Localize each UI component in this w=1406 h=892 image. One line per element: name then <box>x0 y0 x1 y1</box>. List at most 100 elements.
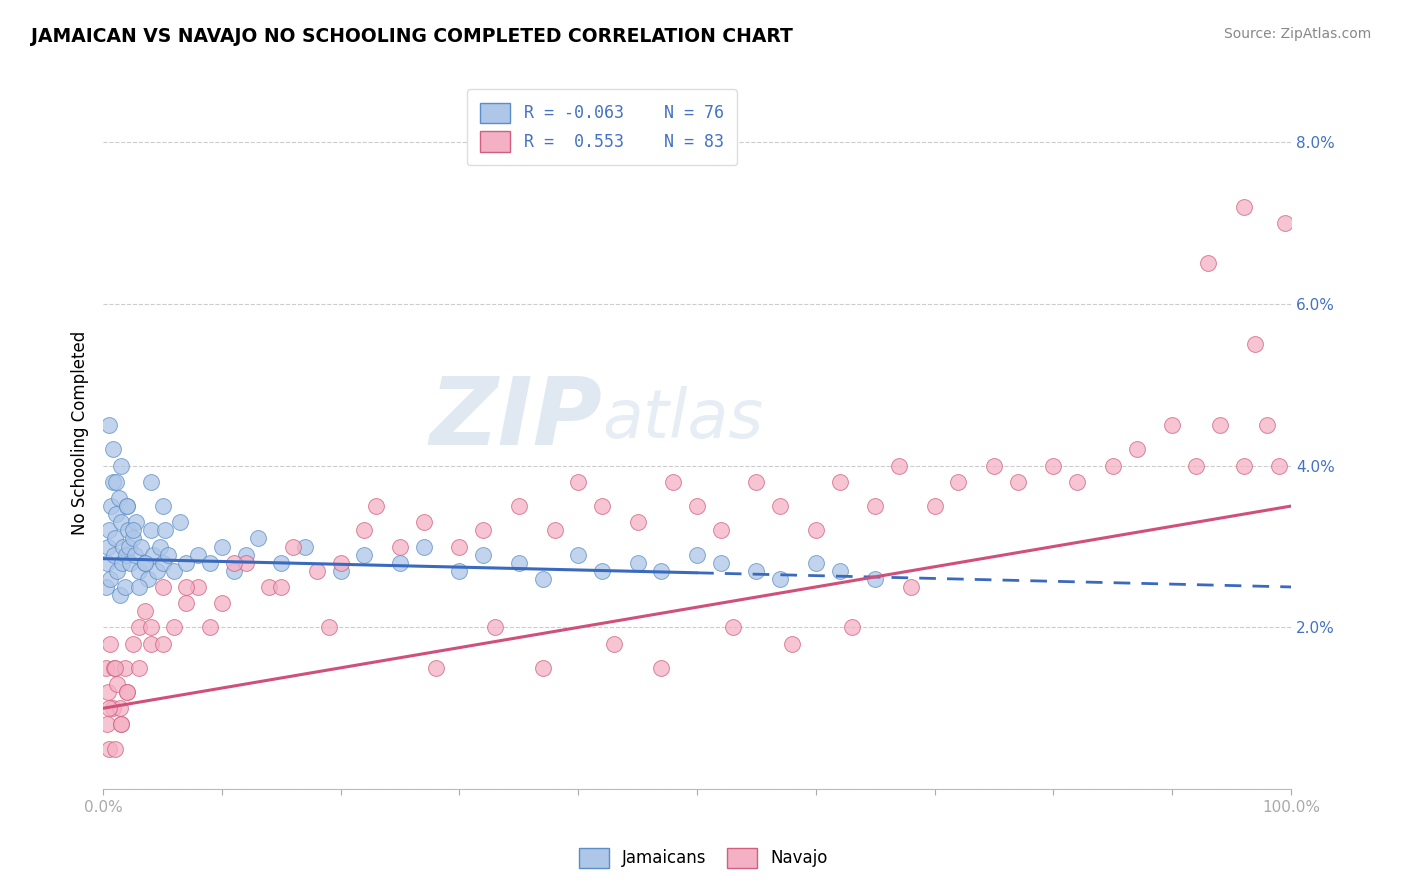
Point <box>128 580 150 594</box>
Point <box>108 588 131 602</box>
Point <box>804 524 827 538</box>
Point <box>110 458 132 473</box>
Point <box>100 499 122 513</box>
Point <box>118 540 141 554</box>
Point <box>329 556 352 570</box>
Point <box>1274 216 1296 230</box>
Point <box>105 677 128 691</box>
Point <box>98 636 121 650</box>
Point <box>128 620 150 634</box>
Point <box>114 548 136 562</box>
Point <box>152 636 174 650</box>
Point <box>111 556 134 570</box>
Point <box>389 556 412 570</box>
Point <box>153 524 176 538</box>
Point <box>294 540 316 554</box>
Point <box>103 548 125 562</box>
Point <box>97 685 120 699</box>
Point <box>107 491 129 505</box>
Point <box>1101 458 1123 473</box>
Point <box>329 564 352 578</box>
Point <box>174 596 197 610</box>
Point <box>567 548 589 562</box>
Point <box>104 661 127 675</box>
Point <box>198 556 221 570</box>
Point <box>472 524 495 538</box>
Point <box>174 580 197 594</box>
Point <box>128 661 150 675</box>
Point <box>108 701 131 715</box>
Point <box>139 524 162 538</box>
Point <box>1197 256 1219 270</box>
Legend: Jamaicans, Navajo: Jamaicans, Navajo <box>572 841 834 875</box>
Text: ZIP: ZIP <box>429 373 602 465</box>
Point <box>662 475 685 489</box>
Point <box>305 564 328 578</box>
Point <box>1161 418 1184 433</box>
Point <box>94 580 117 594</box>
Point <box>117 524 139 538</box>
Point <box>101 701 124 715</box>
Point <box>163 564 186 578</box>
Point <box>745 475 768 489</box>
Point <box>104 532 127 546</box>
Point <box>366 499 388 513</box>
Point <box>887 458 910 473</box>
Point <box>136 572 159 586</box>
Point <box>270 580 292 594</box>
Point <box>114 580 136 594</box>
Point <box>318 620 340 634</box>
Legend: R = -0.063    N = 76, R =  0.553    N = 83: R = -0.063 N = 76, R = 0.553 N = 83 <box>467 89 737 165</box>
Point <box>149 540 172 554</box>
Point <box>389 540 412 554</box>
Point <box>531 572 554 586</box>
Point <box>828 564 851 578</box>
Point <box>105 564 128 578</box>
Point <box>900 580 922 594</box>
Point <box>97 540 120 554</box>
Point <box>124 548 146 562</box>
Point <box>157 548 180 562</box>
Point <box>235 548 257 562</box>
Point <box>121 524 143 538</box>
Point <box>1244 337 1267 351</box>
Point <box>152 499 174 513</box>
Point <box>101 475 124 489</box>
Point <box>531 661 554 675</box>
Point <box>134 556 156 570</box>
Point <box>198 620 221 634</box>
Point <box>1232 200 1254 214</box>
Point <box>110 515 132 529</box>
Point <box>865 499 887 513</box>
Point <box>650 661 672 675</box>
Point <box>115 499 138 513</box>
Point <box>145 564 167 578</box>
Point <box>567 475 589 489</box>
Point <box>627 515 650 529</box>
Point <box>134 604 156 618</box>
Point <box>211 596 233 610</box>
Point <box>721 620 744 634</box>
Point <box>115 499 138 513</box>
Point <box>125 515 148 529</box>
Point <box>650 564 672 578</box>
Point <box>121 532 143 546</box>
Point <box>353 524 375 538</box>
Point <box>222 564 245 578</box>
Point <box>152 556 174 570</box>
Point <box>270 556 292 570</box>
Point <box>591 499 613 513</box>
Point <box>924 499 946 513</box>
Point <box>152 580 174 594</box>
Point <box>103 661 125 675</box>
Point <box>1125 442 1147 457</box>
Point <box>686 548 709 562</box>
Point <box>139 620 162 634</box>
Point <box>1268 458 1291 473</box>
Point <box>1007 475 1029 489</box>
Point <box>828 475 851 489</box>
Point <box>745 564 768 578</box>
Point <box>139 475 162 489</box>
Point <box>353 548 375 562</box>
Point <box>114 661 136 675</box>
